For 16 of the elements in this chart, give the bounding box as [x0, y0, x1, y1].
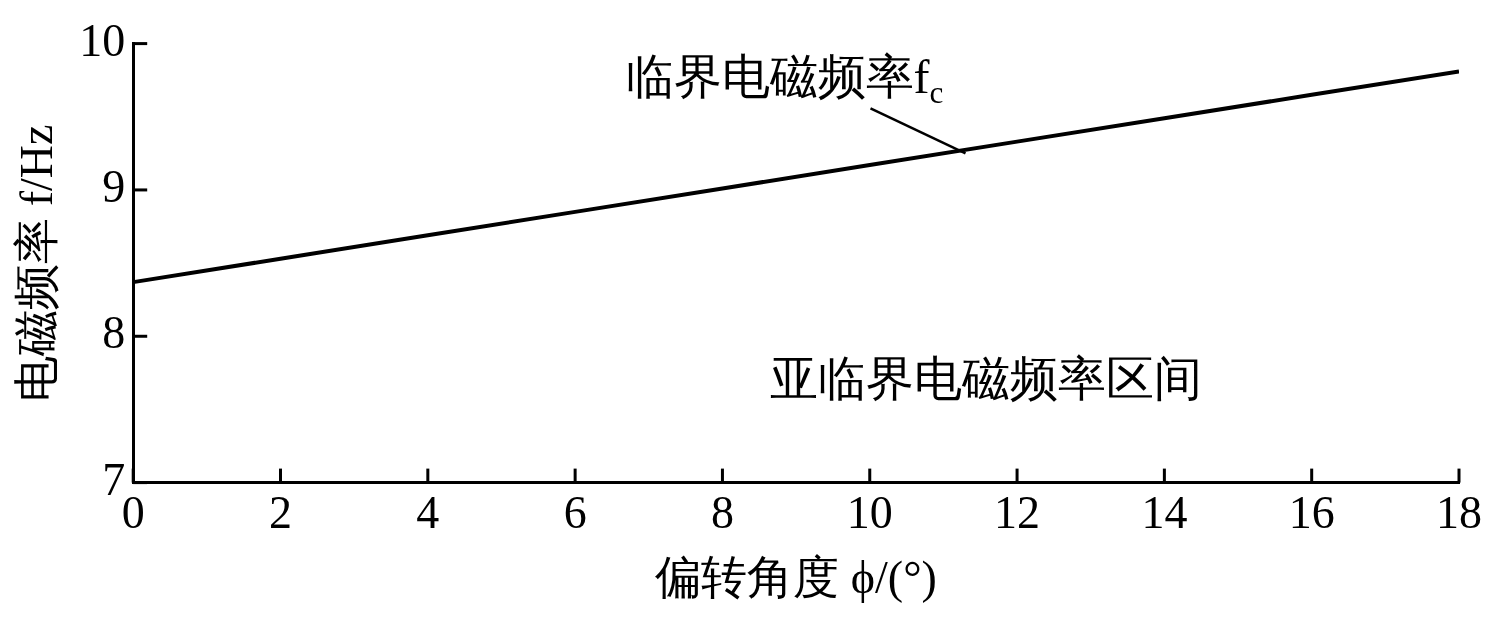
x-tick-label: 14	[1141, 487, 1188, 539]
x-tick-label: 6	[563, 487, 587, 539]
y-tick-label: 9	[102, 161, 126, 213]
y-tick-label: 10	[79, 14, 126, 66]
x-tick-label: 12	[994, 487, 1041, 539]
x-tick-label: 2	[269, 487, 293, 539]
y-tick-label: 8	[102, 307, 126, 359]
x-tick-label: 4	[416, 487, 440, 539]
x-axis-title: 偏转角度 ϕ/(°)	[655, 552, 937, 604]
x-tick-label: 16	[1288, 487, 1335, 539]
x-tick-label: 10	[846, 487, 893, 539]
x-tick-label: 8	[710, 487, 734, 539]
x-tick-label: 18	[1436, 487, 1482, 539]
y-axis-title: 电磁频率 f/Hz	[10, 124, 62, 402]
annotation: 亚临界电磁频率区间	[769, 351, 1202, 405]
x-tick-label: 0	[121, 487, 145, 539]
